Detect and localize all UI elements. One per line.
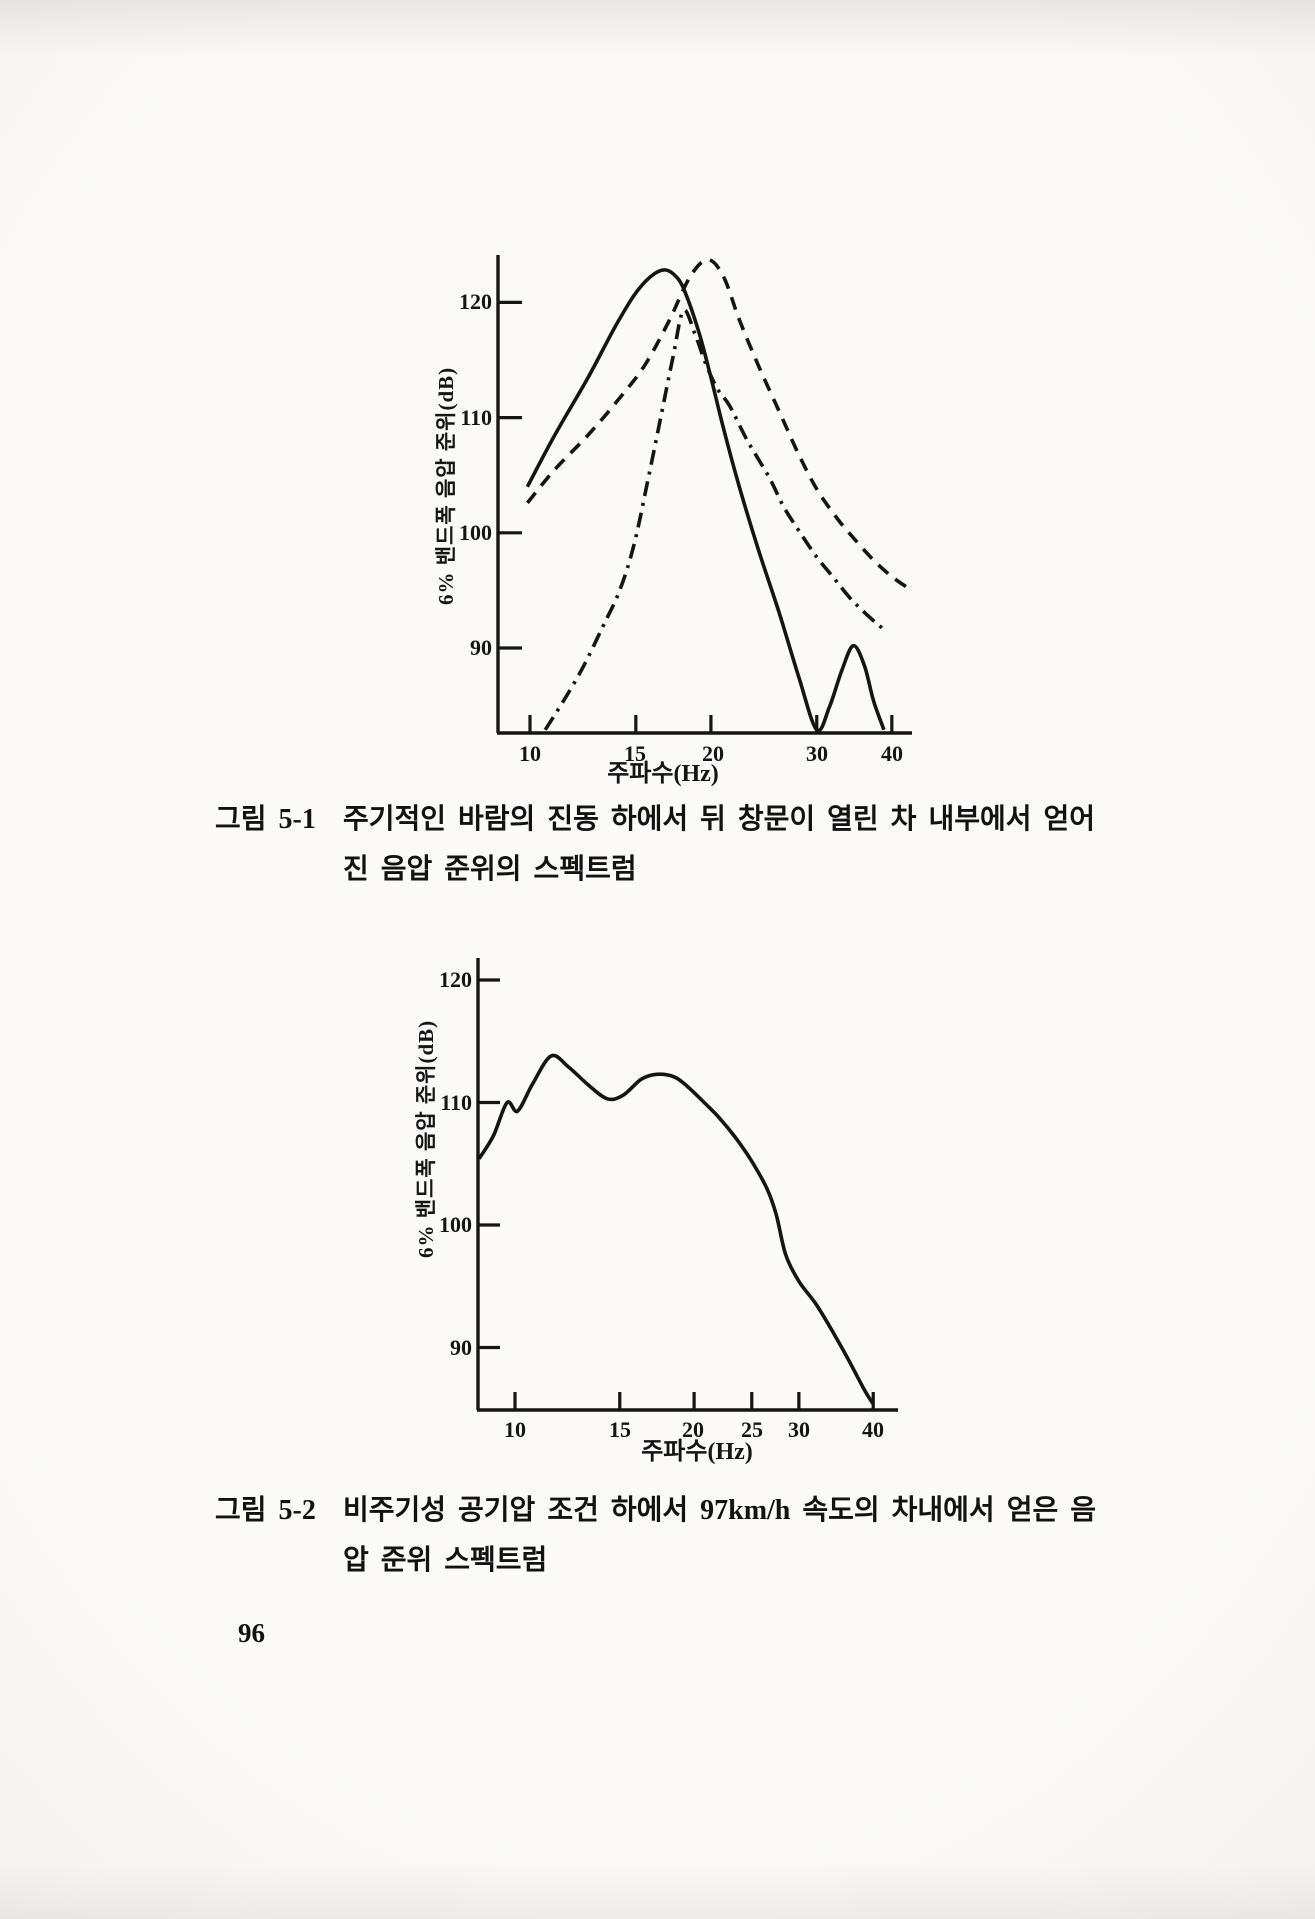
fig1-ytick-110: 110 xyxy=(460,405,492,430)
fig1-dash-dot-curve xyxy=(543,308,889,731)
fig1-ytick-100: 100 xyxy=(459,520,492,545)
fig1-xaxis-title: 주파수(Hz) xyxy=(607,761,719,787)
fig1-xtick-20: 20 xyxy=(702,741,724,766)
fig1-solid-curve xyxy=(525,268,886,733)
fig2-ytick-90: 90 xyxy=(450,1335,472,1360)
fig2-xaxis-title: 주파수(Hz) xyxy=(641,1439,753,1465)
figure-2-plot xyxy=(476,958,898,1412)
fig1-ytick-90: 90 xyxy=(470,635,492,660)
fig1-xtick-40: 40 xyxy=(881,741,903,766)
fig1-xtick-15: 15 xyxy=(624,741,646,766)
fig2-xtick-10: 10 xyxy=(504,1417,526,1442)
fig2-xtick-30: 30 xyxy=(788,1417,810,1442)
fig1-caption-label: 그림 5-1 xyxy=(215,804,316,835)
fig1-xtick-30: 30 xyxy=(806,741,828,766)
fig2-caption-label: 그림 5-2 xyxy=(215,1495,316,1526)
fig2-ytick-110: 110 xyxy=(440,1090,472,1115)
figure-1-plot xyxy=(496,255,912,735)
fig1-yaxis-title: 6% 밴드폭 음압 준위(dB) xyxy=(434,366,458,605)
fig1-caption-line2: 진 음압 준위의 스펙트럼 xyxy=(343,854,637,885)
fig2-ytick-120: 120 xyxy=(439,967,472,992)
fig2-caption-line2: 압 준위 스펙트럼 xyxy=(343,1545,548,1576)
fig2-xtick-15: 15 xyxy=(609,1417,631,1442)
fig2-solid-curve xyxy=(477,1053,875,1405)
fig2-yaxis-title: 6% 밴드폭 음압 준위(dB) xyxy=(414,1019,438,1258)
fig1-xtick-10: 10 xyxy=(519,741,541,766)
fig2-xtick-40: 40 xyxy=(862,1417,884,1442)
fig2-xtick-20: 20 xyxy=(682,1417,704,1442)
fig2-caption-line1: 비주기성 공기압 조건 하에서 97km/h 속도의 차내에서 얻은 음 xyxy=(343,1495,1096,1526)
fig1-ytick-120: 120 xyxy=(459,289,492,314)
page-number: 96 xyxy=(238,1618,265,1648)
fig1-dashed-curve xyxy=(525,258,908,589)
fig2-ytick-100: 100 xyxy=(439,1212,472,1237)
fig1-caption-line1: 주기적인 바람의 진동 하에서 뒤 창문이 열린 차 내부에서 얻어 xyxy=(343,804,1096,835)
fig2-xtick-25: 25 xyxy=(741,1417,763,1442)
